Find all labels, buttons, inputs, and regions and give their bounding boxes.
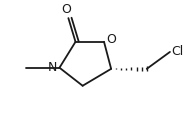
- Text: O: O: [62, 3, 72, 16]
- Text: Cl: Cl: [172, 45, 184, 58]
- Text: O: O: [106, 33, 116, 46]
- Text: N: N: [47, 61, 57, 74]
